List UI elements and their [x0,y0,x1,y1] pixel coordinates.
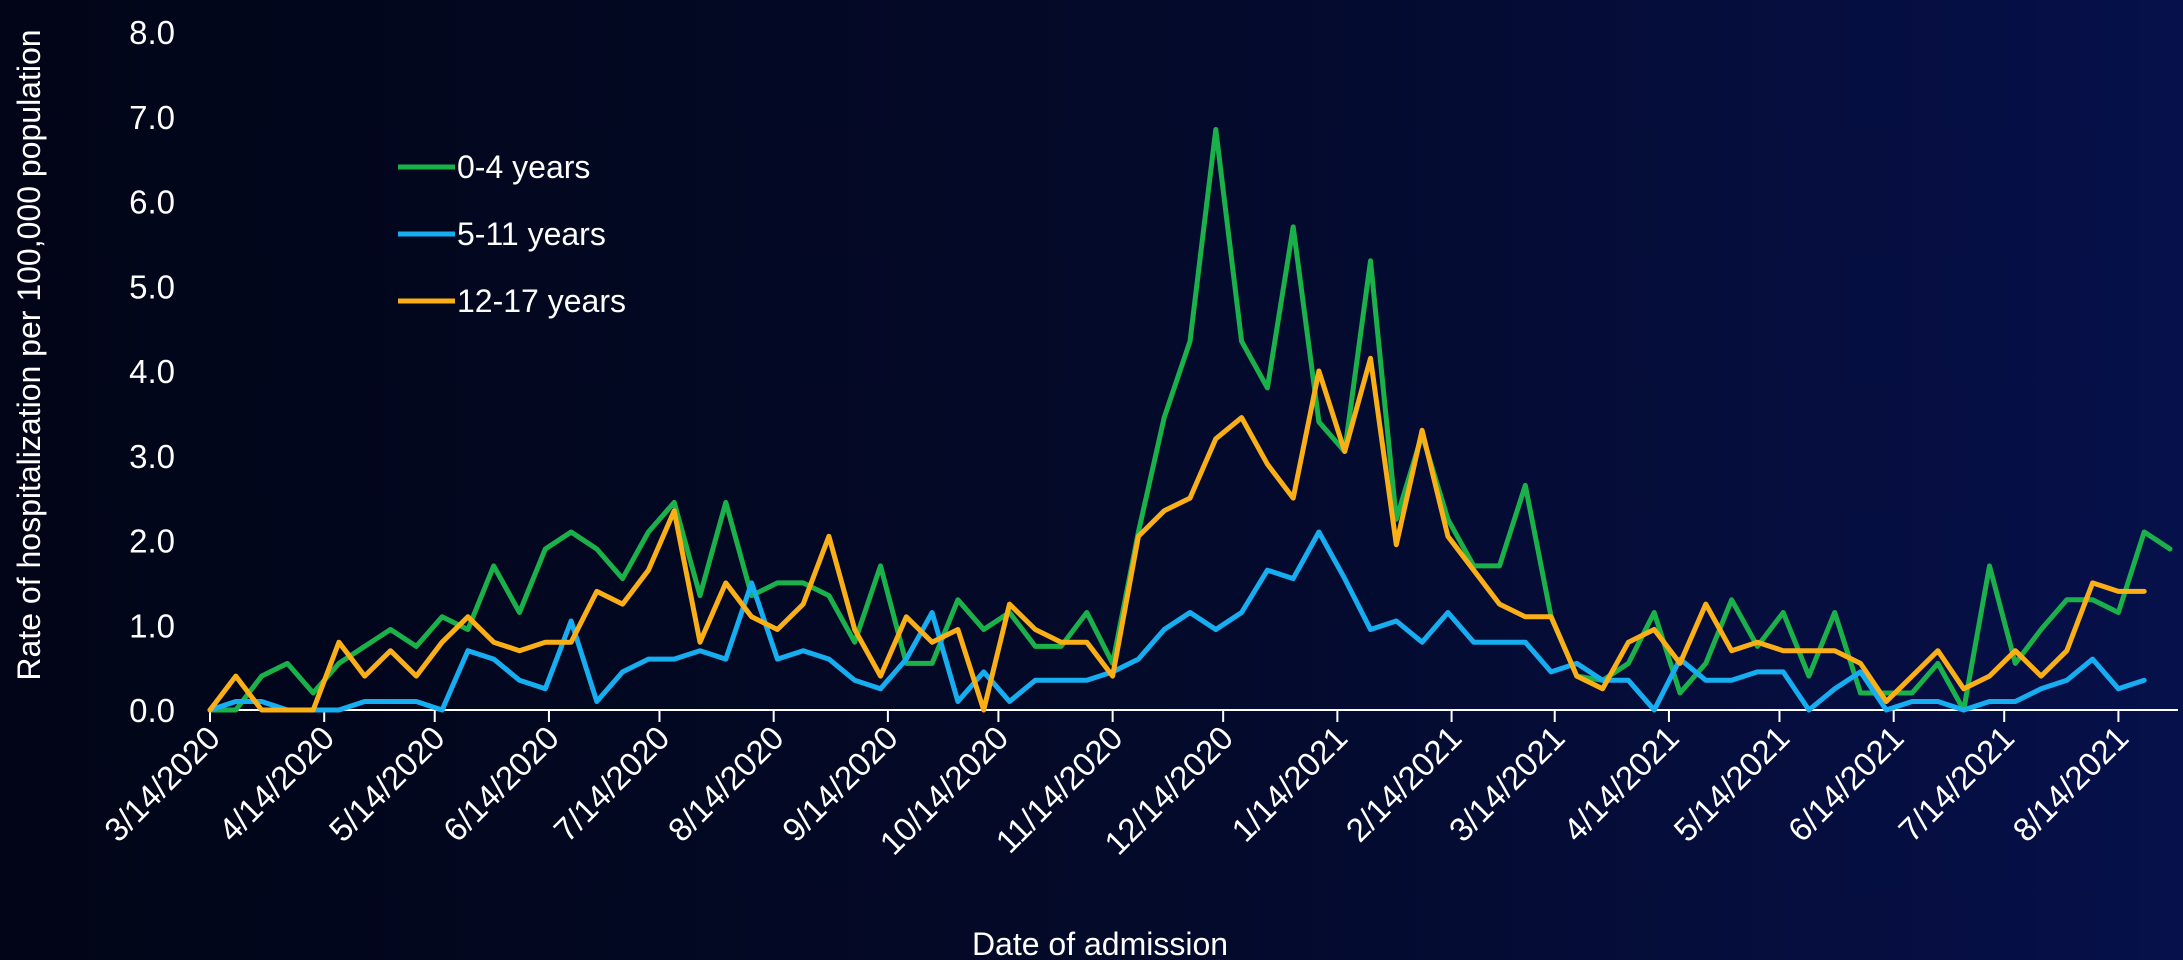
x-tick-label: 7/14/2021 [1891,719,2021,849]
x-tick-label: 6/14/2020 [436,719,566,849]
y-tick-label: 2.0 [129,523,175,560]
x-tick-label: 4/14/2020 [211,719,341,849]
y-tick-label: 3.0 [129,438,175,475]
x-tick-label: 5/14/2021 [1666,719,1796,849]
x-tick-label: 7/14/2020 [546,719,676,849]
x-tick-label: 8/14/2020 [661,719,791,849]
x-axis: 3/14/20204/14/20205/14/20206/14/20207/14… [97,710,2135,862]
series-line-1 [207,127,2173,713]
y-tick-label: 0.0 [129,692,175,729]
series-line-3 [207,355,2147,713]
series-lines [207,127,2173,713]
y-tick-label: 5.0 [129,268,175,305]
y-tick-label: 6.0 [129,184,175,221]
x-tick-label: 3/14/2020 [97,719,227,849]
x-tick-label: 4/14/2021 [1556,719,1686,849]
y-tick-label: 4.0 [129,353,175,390]
y-tick-label: 1.0 [129,607,175,644]
y-tick-label: 7.0 [129,99,175,136]
legend: 0-4 years 5-11 years 12-17 years [398,149,626,319]
x-axis-title: Date of admission [972,926,1228,960]
x-tick-label: 8/14/2021 [2005,719,2135,849]
legend-label-2: 5-11 years [457,216,606,252]
x-tick-label: 6/14/2021 [1781,719,1911,849]
x-tick-label: 5/14/2020 [322,719,452,849]
legend-label-3: 12-17 years [457,283,626,319]
legend-label-1: 0-4 years [457,149,590,185]
y-axis-title: Rate of hospitalization per 100,000 popu… [11,29,47,680]
series-line-2 [207,529,2147,713]
y-tick-label: 8.0 [129,14,175,51]
y-axis: 0.0 1.0 2.0 3.0 4.0 5.0 6.0 7.0 8.0 [129,14,175,729]
x-tick-label: 1/14/2021 [1224,719,1354,849]
